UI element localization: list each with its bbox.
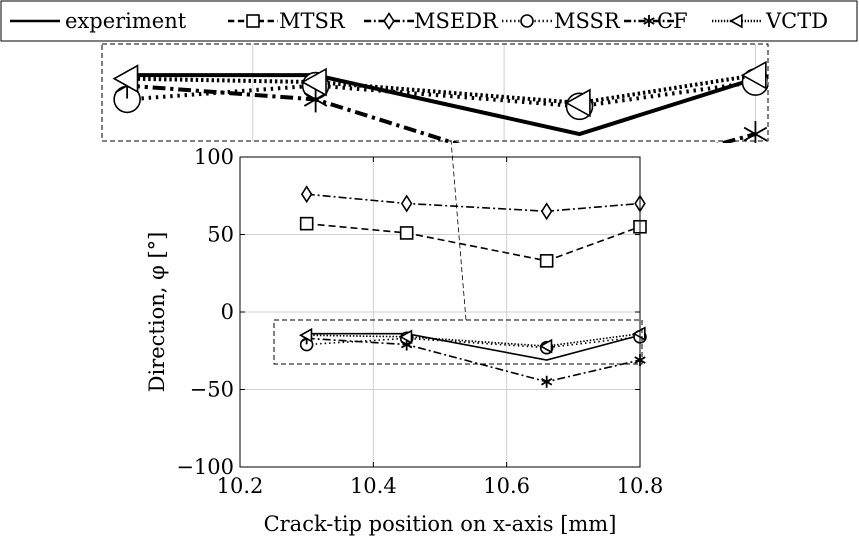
series-vctd (112, 60, 767, 118)
legend: experiment MTSR MSEDR MSSR CF VCTD (0, 0, 858, 42)
y-tick-label: 50 (207, 223, 234, 247)
series-experiment (127, 73, 757, 137)
x-tick-label: 10.6 (483, 474, 530, 498)
series-mtsr (299, 216, 647, 268)
point-mtsr-1 (399, 226, 414, 240)
series-msedr (300, 185, 646, 221)
series-line-msedr (306, 193, 641, 213)
point-msedr-2 (540, 202, 553, 221)
point-msedr-0 (300, 185, 313, 204)
main-tick-labels: 10.2 10.4 10.6 10.8 −100 −50 0 50 100 (176, 145, 663, 498)
legend-marker-vctd (729, 13, 743, 29)
inset-axes-frame (101, 43, 769, 142)
point-vctd-2 (564, 88, 591, 118)
legend-label-cf: CF (657, 9, 688, 33)
zoom-region-box (273, 319, 643, 365)
y-tick-label: 0 (221, 300, 234, 324)
legend-item-msedr: MSEDR (364, 9, 499, 33)
legend-label-vctd: VCTD (765, 9, 828, 33)
inset-plot-area (101, 43, 769, 143)
point-vctd-0 (112, 64, 139, 94)
legend-marker-mssr (520, 14, 534, 28)
x-tick-label: 10.8 (617, 474, 664, 498)
legend-marker-cf (643, 15, 655, 27)
point-cf-1 (303, 86, 328, 113)
point-vctd-1 (399, 329, 413, 345)
point-mtsr-2 (539, 254, 554, 268)
legend-item-experiment: experiment (10, 9, 187, 33)
legend-marker-msedr (383, 12, 395, 30)
series-line-vctd (306, 332, 641, 347)
series-line-mtsr (306, 222, 641, 262)
y-axis-label: Direction, φ [°] (145, 232, 169, 393)
series-experiment (306, 332, 641, 361)
point-mtsr-0 (299, 216, 314, 231)
inset-series (112, 60, 768, 143)
main-series (299, 185, 647, 388)
series-line-experiment (127, 73, 757, 137)
y-tick-label: −50 (190, 378, 234, 402)
point-msedr-1 (400, 194, 413, 213)
legend-item-cf: CF (624, 9, 688, 33)
legend-label-mssr: MSSR (554, 9, 621, 33)
legend-item-mssr: MSSR (502, 9, 621, 33)
legend-label-mtsr: MTSR (279, 9, 346, 33)
point-vctd-1 (300, 67, 327, 97)
point-vctd-2 (539, 338, 553, 354)
legend-item-mtsr: MTSR (228, 9, 346, 33)
point-vctd-0 (299, 327, 313, 343)
legend-marker-mtsr (246, 14, 260, 28)
series-line-cf (306, 337, 641, 383)
legend-label-experiment: experiment (65, 9, 187, 33)
zoom-connector-line (450, 139, 467, 321)
y-tick-label: 100 (194, 145, 234, 169)
point-cf-3 (743, 121, 768, 143)
legend-box (0, 0, 858, 42)
series-vctd (299, 326, 646, 354)
x-tick-label: 10.2 (217, 474, 264, 498)
main-plot-area: 10.2 10.4 10.6 10.8 −100 −50 0 50 100 (176, 145, 663, 498)
point-vctd-3 (740, 60, 767, 90)
point-cf-2 (541, 375, 553, 388)
legend-label-msedr: MSEDR (414, 9, 499, 33)
legend-item-vctd: VCTD (712, 9, 828, 33)
x-tick-label: 10.4 (350, 474, 397, 498)
y-tick-label: −100 (176, 455, 234, 479)
x-axis-label: Crack-tip position on x-axis [mm] (264, 512, 617, 536)
series-line-experiment (306, 332, 641, 361)
